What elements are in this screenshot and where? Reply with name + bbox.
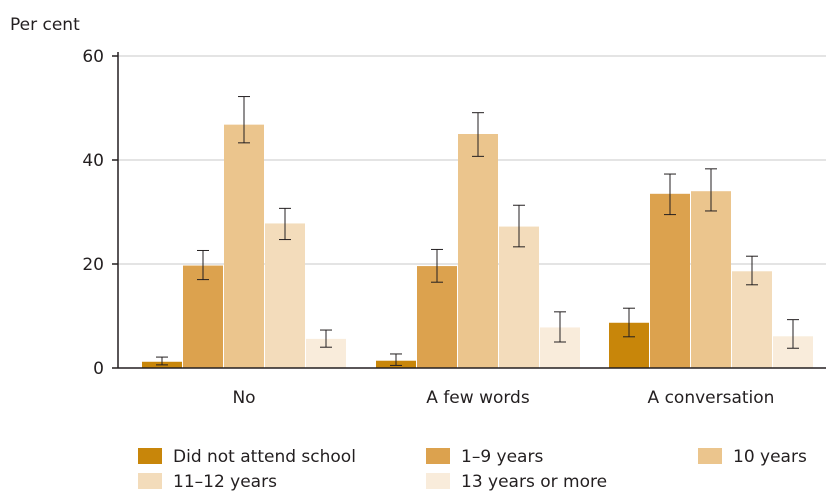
legend-label: Did not attend school xyxy=(173,447,356,467)
legend-item: 1–9 years xyxy=(426,447,543,467)
error-bar xyxy=(431,248,443,283)
legend-label: 1–9 years xyxy=(461,447,543,467)
legend-item: 10 years xyxy=(698,447,807,467)
error-bar xyxy=(664,173,676,216)
bar xyxy=(650,193,690,368)
legend: Did not attend school 1–9 years 10 years 11… xyxy=(138,447,807,492)
bar xyxy=(417,266,457,368)
legend-label: 10 years xyxy=(733,447,807,467)
y-tick-label: 0 xyxy=(93,359,104,379)
legend-item: Did not attend school xyxy=(138,447,356,467)
bar xyxy=(499,226,539,368)
error-bar xyxy=(320,329,332,348)
category-label: A conversation xyxy=(648,388,775,408)
bar xyxy=(183,265,223,368)
bar xyxy=(224,124,264,368)
bar xyxy=(691,191,731,368)
category-labels: No A few words A conversation xyxy=(232,388,774,408)
legend-swatch xyxy=(138,448,162,464)
error-bar xyxy=(197,249,209,281)
y-tick-labels: 0 20 40 60 xyxy=(82,47,104,379)
bars xyxy=(142,124,813,368)
error-bar xyxy=(472,112,484,157)
legend-item: 13 years or more xyxy=(426,472,607,492)
y-tick-label: 60 xyxy=(82,47,104,67)
category-label: No xyxy=(232,388,255,408)
error-bar xyxy=(279,207,291,241)
error-bar xyxy=(787,319,799,349)
error-bar xyxy=(623,307,635,338)
error-bars xyxy=(156,96,799,366)
legend-swatch xyxy=(426,448,450,464)
error-bar xyxy=(705,168,717,212)
error-bar xyxy=(746,255,758,286)
y-tick-label: 20 xyxy=(82,255,104,275)
legend-swatch xyxy=(698,448,722,464)
error-bar xyxy=(390,353,402,366)
category-label: A few words xyxy=(426,388,530,408)
bar xyxy=(265,223,305,368)
y-tick-label: 40 xyxy=(82,151,104,171)
error-bar xyxy=(156,356,168,366)
error-bar xyxy=(238,96,250,144)
legend-item: 11–12 years xyxy=(138,472,277,492)
legend-swatch xyxy=(138,473,162,489)
y-axis-unit-label: Per cent xyxy=(10,15,80,35)
bar xyxy=(458,134,498,368)
error-bar xyxy=(513,204,525,248)
legend-swatch xyxy=(426,473,450,489)
legend-label: 13 years or more xyxy=(461,472,607,492)
axes xyxy=(112,52,826,369)
legend-label: 11–12 years xyxy=(173,472,277,492)
error-bar xyxy=(554,311,566,343)
bar xyxy=(732,271,772,368)
